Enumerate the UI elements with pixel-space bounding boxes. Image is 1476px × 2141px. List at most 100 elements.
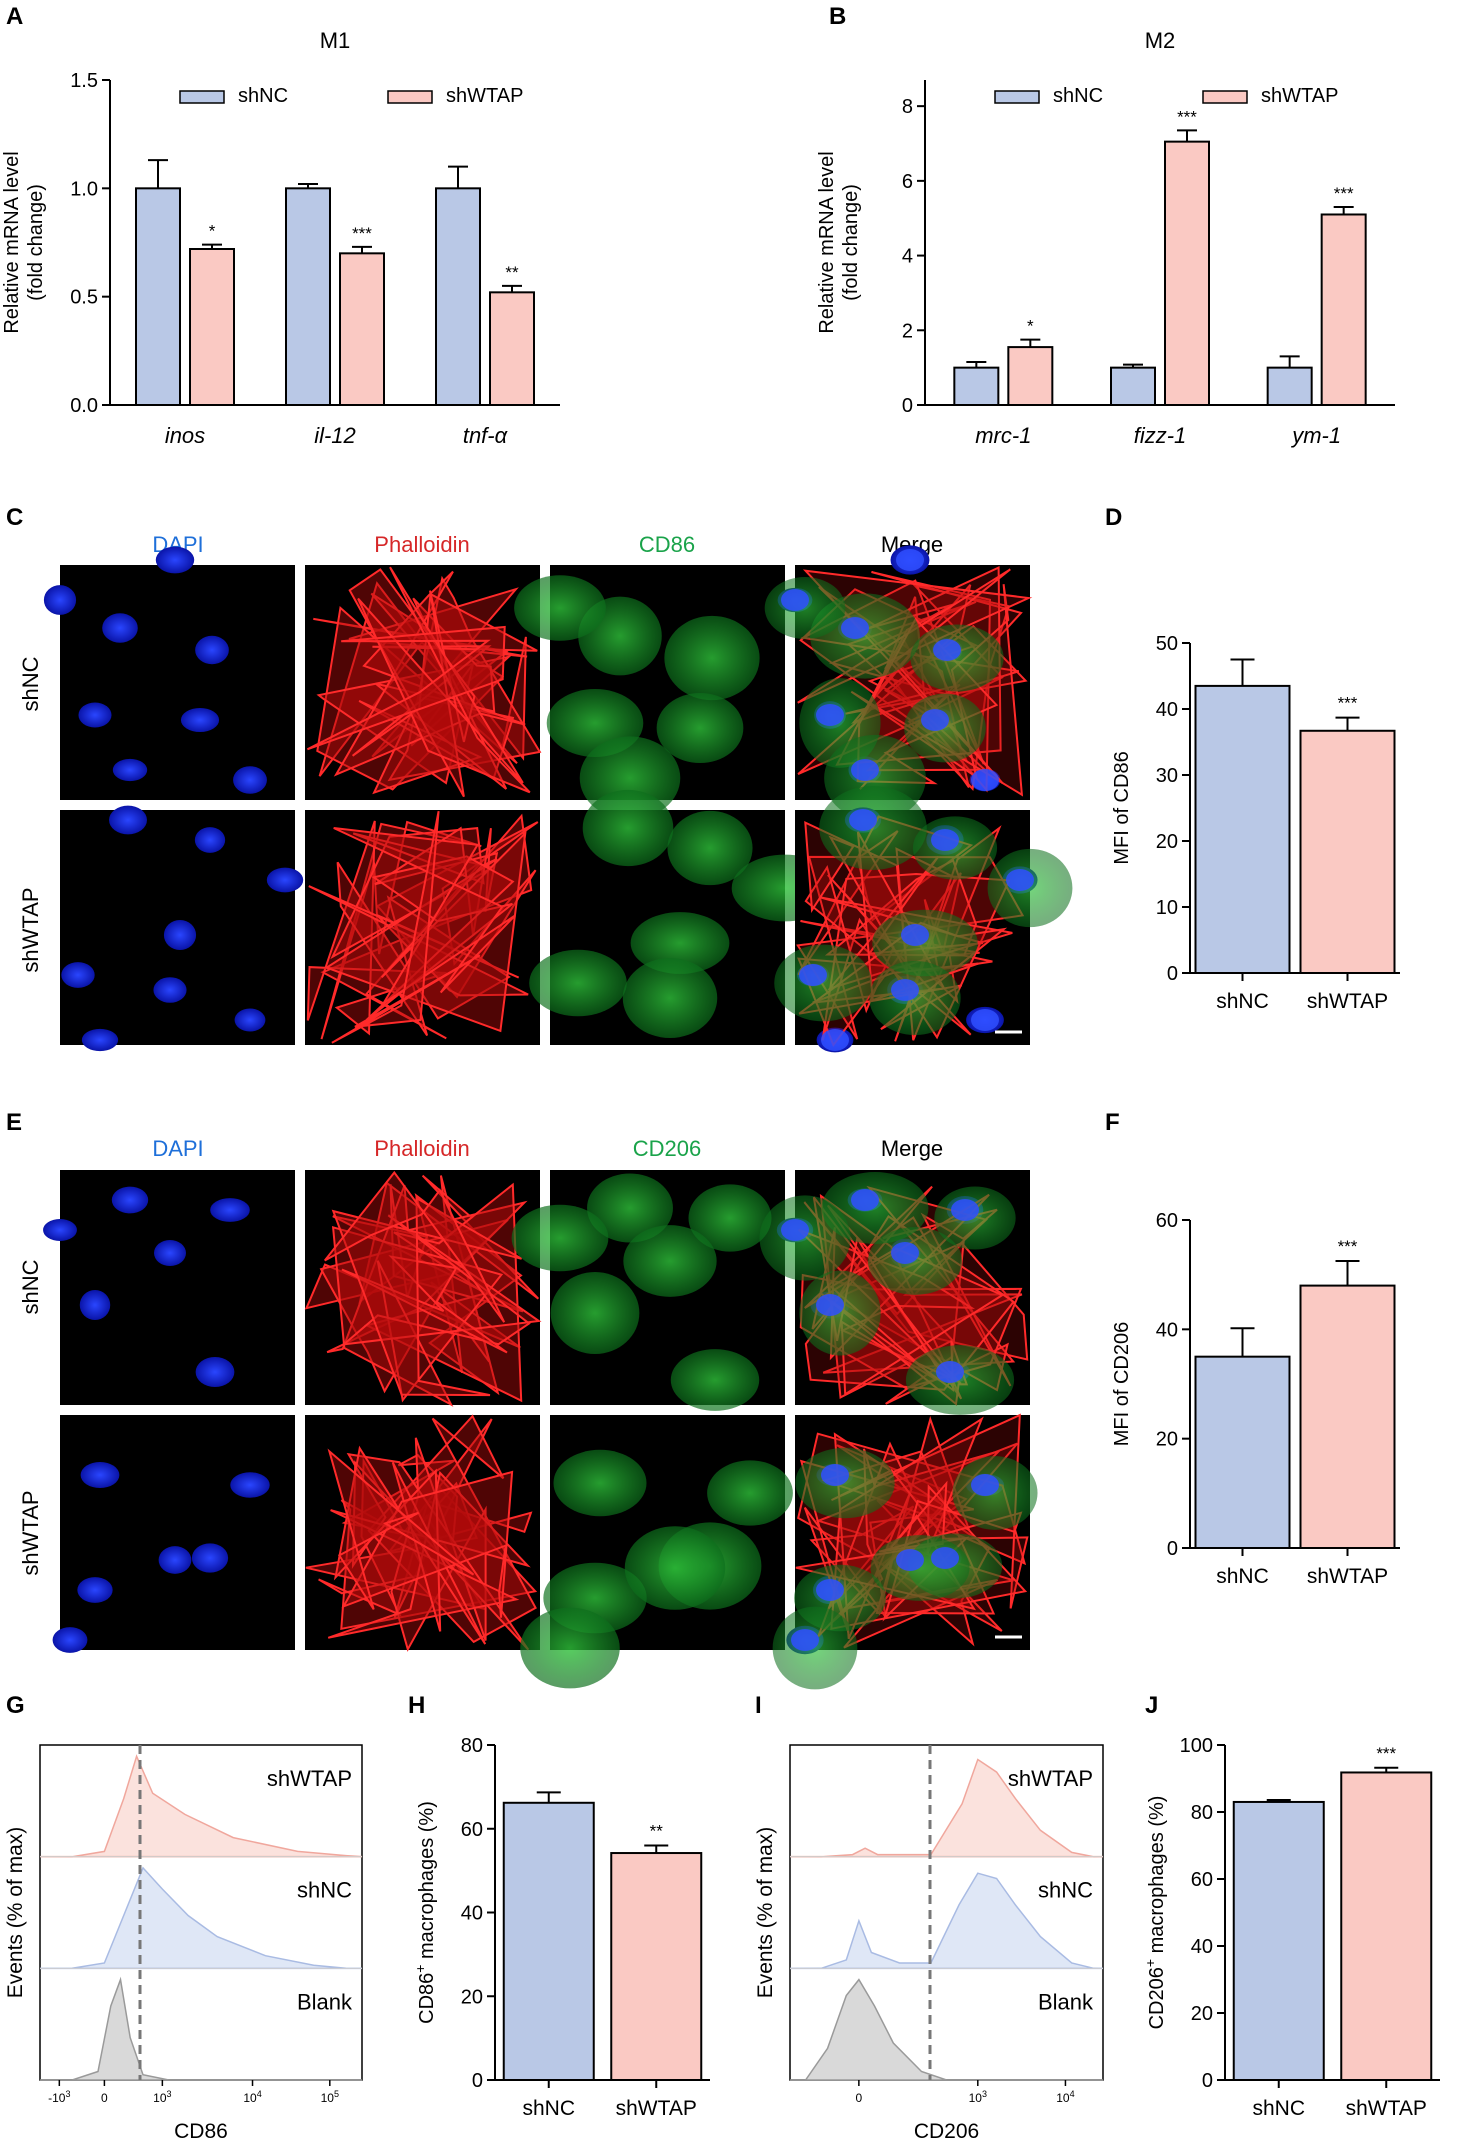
significance-mark: *** bbox=[1338, 694, 1358, 713]
actin-filaments bbox=[316, 592, 518, 791]
cell-cytoplasm-stain bbox=[553, 1449, 647, 1517]
cell-cytoplasm-stain bbox=[910, 624, 1004, 692]
cell-nucleus bbox=[61, 962, 95, 988]
cell-nucleus bbox=[191, 1543, 229, 1573]
row-label-shnc-c: shNC bbox=[18, 656, 43, 711]
y-tick-label: 0 bbox=[472, 2070, 483, 2092]
category-label: fizz-1 bbox=[1134, 423, 1187, 448]
cell-nucleus bbox=[102, 613, 138, 643]
bar-shnc bbox=[953, 366, 1000, 406]
actin-filaments bbox=[331, 1196, 523, 1397]
y-axis-label: Events (% of max) bbox=[4, 1827, 27, 1999]
x-tick-exponent: 3 bbox=[65, 2089, 70, 2099]
y-tick-label: 8 bbox=[902, 96, 913, 118]
category-label: shNC bbox=[1216, 990, 1269, 1013]
y-tick-label: 60 bbox=[1191, 1869, 1213, 1891]
bar-shnc bbox=[1194, 684, 1291, 975]
cell-nucleus bbox=[896, 549, 924, 571]
cell-cytoplasm-stain bbox=[867, 1227, 963, 1295]
y-tick-label: 40 bbox=[1156, 1319, 1178, 1341]
actin-filaments bbox=[327, 1448, 475, 1610]
cell-cytoplasm-stain bbox=[764, 576, 846, 640]
category-label: shNC bbox=[522, 2097, 575, 2120]
cell-nucleus bbox=[77, 1577, 113, 1603]
y-axis-label-sup: + bbox=[412, 1965, 428, 1973]
cell-cytoplasm-stain bbox=[774, 944, 872, 1022]
cell-nucleus bbox=[266, 867, 304, 893]
cell-nucleus bbox=[816, 704, 844, 726]
actin-filaments bbox=[341, 1470, 514, 1618]
cell-nucleus bbox=[891, 979, 919, 1001]
significance-mark: *** bbox=[1177, 107, 1197, 126]
chart-title: M2 bbox=[1145, 28, 1176, 53]
bar-shnc bbox=[1232, 1800, 1325, 2081]
cell-nucleus bbox=[154, 1239, 186, 1267]
cell-nucleus bbox=[1006, 869, 1034, 891]
cell-nucleus bbox=[158, 1546, 192, 1574]
micrograph-tile-background bbox=[60, 1170, 295, 1405]
x-tick-exponent: 3 bbox=[982, 2089, 987, 2099]
cell-cytoplasm-stain bbox=[630, 912, 730, 974]
cell-nucleus bbox=[951, 1199, 979, 1221]
panel-letter-g: G bbox=[6, 1692, 25, 1719]
column-label-phalloidin-e: Phalloidin bbox=[374, 1136, 469, 1161]
cell-nucleus bbox=[921, 709, 949, 731]
y-tick-label: 1.5 bbox=[70, 70, 98, 92]
y-tick-label: 0 bbox=[1167, 1538, 1178, 1560]
cell-cytoplasm-stain bbox=[664, 615, 760, 701]
column-label-merge-e: Merge bbox=[881, 1136, 943, 1161]
panel-letter-h: H bbox=[408, 1692, 425, 1719]
cell-nucleus bbox=[816, 1294, 844, 1316]
x-tick-base: 0 bbox=[101, 2091, 108, 2105]
panel-letter-f: F bbox=[1105, 1109, 1120, 1136]
legend-swatch-shnc bbox=[994, 90, 1040, 104]
actin-filaments bbox=[374, 597, 508, 790]
actin-filaments bbox=[364, 1182, 523, 1403]
x-tick-exponent: 5 bbox=[334, 2089, 339, 2099]
y-tick-label: 20 bbox=[1156, 831, 1178, 853]
cell-cytoplasm-stain bbox=[688, 1184, 772, 1252]
significance-mark: *** bbox=[1334, 184, 1354, 203]
chart-mfi-cd86: 0 10 20 30 40 50 MFI of CD86 shNC *** shWTAP bbox=[1111, 633, 1400, 1013]
histogram-row-label: Blank bbox=[1038, 1989, 1094, 2014]
panel-letter-j: J bbox=[1145, 1692, 1158, 1719]
cell-nucleus bbox=[195, 1357, 235, 1387]
cell-cytoplasm-stain bbox=[514, 575, 606, 641]
y-tick-label: 40 bbox=[1156, 699, 1178, 721]
category-label: shWTAP bbox=[1307, 990, 1388, 1013]
cell-nucleus bbox=[971, 1009, 999, 1031]
cell-cytoplasm-stain bbox=[667, 810, 753, 886]
x-tick-label: -103 bbox=[48, 2089, 70, 2105]
y-tick-label: 20 bbox=[1191, 2003, 1213, 2025]
bar-shnc bbox=[135, 187, 181, 406]
y-tick-label: 50 bbox=[1156, 633, 1178, 655]
category-label: shWTAP bbox=[1307, 1565, 1388, 1588]
cell-cytoplasm-stain bbox=[529, 949, 627, 1017]
histogram-row-label: Blank bbox=[297, 1989, 353, 2014]
x-tick-label: 103 bbox=[969, 2089, 987, 2105]
legend-swatch-shwtap bbox=[387, 90, 433, 104]
x-tick-base: 10 bbox=[1056, 2091, 1070, 2105]
y-axis-label: MFI of CD206 bbox=[1111, 1322, 1133, 1446]
panel-letter-a: A bbox=[6, 3, 23, 30]
y-tick-label: 0.5 bbox=[70, 287, 98, 309]
cell-nucleus bbox=[195, 635, 229, 665]
significance-mark: ** bbox=[650, 1822, 664, 1841]
cell-cytoplasm-stain bbox=[582, 789, 674, 867]
x-tick-label: 0 bbox=[856, 2091, 863, 2105]
actin-filaments bbox=[333, 1445, 487, 1645]
x-tick-label: 104 bbox=[243, 2089, 261, 2105]
bar-shnc bbox=[502, 1801, 595, 2081]
cell-cytoplasm-stain bbox=[624, 1526, 726, 1610]
y-axis-label: Events (% of max) bbox=[754, 1827, 777, 1999]
cell-nucleus bbox=[234, 1008, 266, 1032]
actin-filaments bbox=[341, 1255, 508, 1354]
cell-nucleus bbox=[971, 1474, 999, 1496]
cell-nucleus bbox=[80, 1461, 120, 1489]
histogram-curve-shwtap bbox=[39, 1754, 363, 1858]
cell-nucleus bbox=[816, 1579, 844, 1601]
micrograph-tile-background bbox=[60, 1415, 295, 1650]
significance-mark: *** bbox=[1376, 1744, 1396, 1763]
